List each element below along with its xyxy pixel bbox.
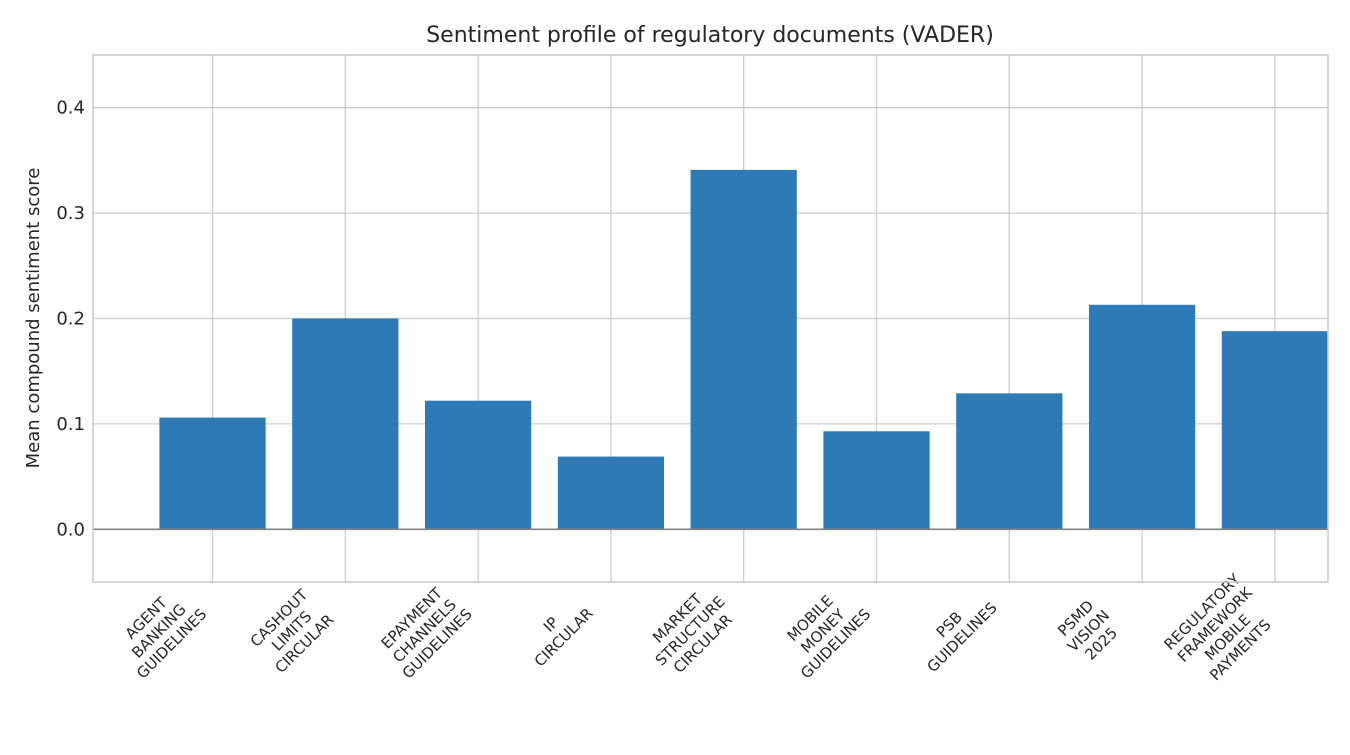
x-tick-labels: AGENTBANKINGGUIDELINES CASHOUTLIMITSCIRCU…: [108, 570, 1283, 692]
x-tick-label-line: CIRCULAR: [531, 604, 597, 670]
chart-title: Sentiment profile of regulatory document…: [426, 23, 994, 48]
x-tick-label: EPAYMENTCHANNELSGUIDELINES: [373, 580, 476, 683]
y-tick-label: 0.3: [56, 203, 85, 224]
x-tick-label: REGULATORYFRAMEWORKMOBILEPAYMENTS: [1161, 570, 1283, 692]
x-tick-label: MOBILEMONEYGUIDELINES: [772, 580, 875, 683]
x-tick-label: AGENTBANKINGGUIDELINES: [108, 580, 211, 683]
x-tick-label: MARKETSTRUCTURECIRCULAR: [639, 580, 741, 682]
y-tick-labels: 0.0 0.1 0.2 0.3 0.4: [56, 98, 85, 541]
bar: [292, 318, 399, 530]
x-tick-label: CASHOUTLIMITSCIRCULAR: [246, 585, 338, 677]
bar: [557, 456, 665, 530]
x-tick-label: PSBGUIDELINES: [911, 586, 1001, 676]
x-tick-label: IPCIRCULAR: [518, 592, 597, 671]
bar: [1221, 331, 1328, 530]
plot-frame: [92, 54, 1329, 583]
bar: [823, 431, 930, 530]
bar: [690, 169, 797, 530]
x-tick-label-line: GUIDELINES: [924, 599, 1001, 676]
y-tick-label: 0.2: [56, 309, 85, 330]
y-tick-label: 0.1: [56, 414, 85, 435]
y-axis-label: Mean compound sentiment score: [23, 168, 44, 469]
bar: [159, 417, 266, 530]
bars: [93, 169, 1328, 531]
y-tick-label: 0.0: [56, 519, 85, 540]
bar: [956, 393, 1063, 530]
bar: [424, 400, 532, 530]
y-tick-label: 0.4: [56, 98, 85, 119]
bar: [1088, 304, 1196, 530]
x-tick-label: PSMDVISION2025: [1051, 594, 1126, 669]
